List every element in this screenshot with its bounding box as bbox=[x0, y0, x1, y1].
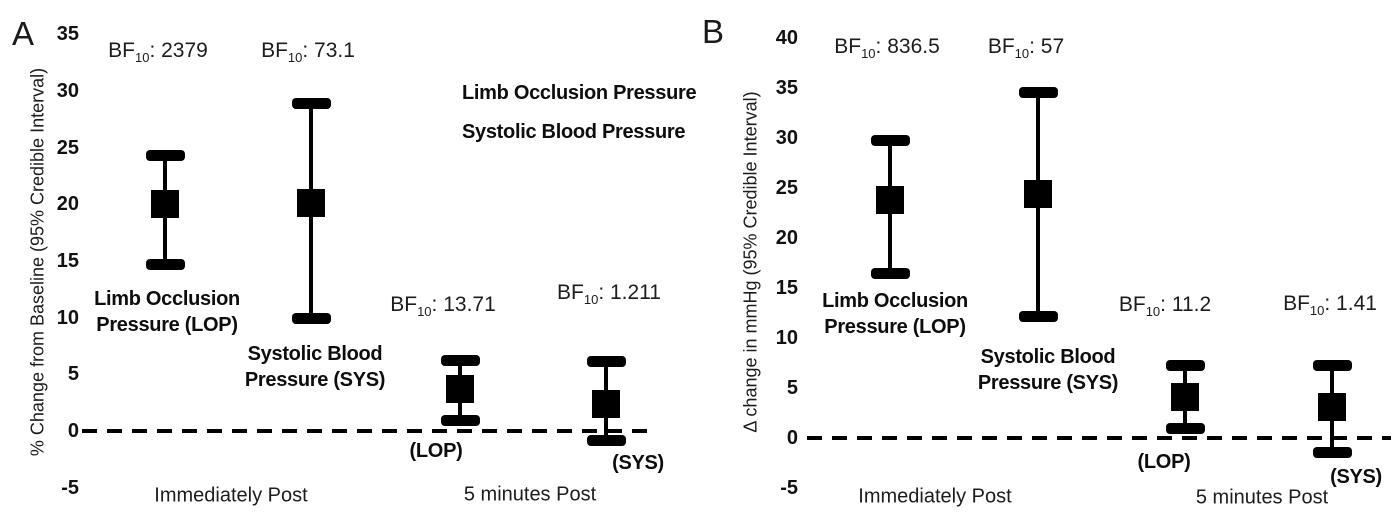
bf10-label: BF10: 1.41 bbox=[1283, 291, 1377, 319]
y-tick-label: 20 bbox=[56, 193, 79, 216]
bf10-label: BF10: 13.71 bbox=[390, 292, 496, 320]
y-tick-label: 30 bbox=[56, 79, 79, 102]
bf10-subscript: 10 bbox=[287, 50, 303, 66]
series-point-label-line: Pressure (LOP) bbox=[824, 316, 966, 338]
y-tick-label: 35 bbox=[775, 77, 798, 99]
series-point-label-line: (LOP) bbox=[1137, 451, 1191, 473]
y-tick-label: 15 bbox=[775, 277, 798, 299]
ci-lower-cap bbox=[1312, 446, 1352, 458]
y-tick-label: 10 bbox=[56, 306, 79, 329]
mean-square-marker bbox=[1171, 383, 1199, 411]
mean-square-marker bbox=[297, 189, 325, 218]
panel-b-letter: B bbox=[702, 13, 725, 50]
bf10-subscript: 10 bbox=[583, 292, 599, 308]
bf10-label: BF10: 57 bbox=[987, 34, 1065, 62]
ci-upper-cap bbox=[1312, 359, 1352, 371]
ci-lower-cap bbox=[1018, 310, 1058, 322]
series-point-label-line: Limb Occlusion bbox=[94, 288, 240, 310]
y-tick-label: 30 bbox=[775, 127, 798, 149]
bf10-subscript: 10 bbox=[1014, 46, 1030, 62]
ci-lower-cap bbox=[145, 258, 185, 270]
bf10-subscript: 10 bbox=[417, 304, 432, 320]
series-point-label-line: Pressure (SYS) bbox=[244, 369, 386, 391]
ci-upper-cap bbox=[586, 356, 626, 368]
ci-upper-cap bbox=[440, 355, 480, 367]
y-tick-label: 25 bbox=[56, 136, 79, 159]
zero-reference-line bbox=[807, 436, 1391, 440]
mean-square-marker bbox=[446, 375, 474, 404]
bf10-label: BF10: 2379 bbox=[108, 38, 208, 66]
bf10-subscript: 10 bbox=[1145, 304, 1161, 320]
series-point-label: Systolic Blood Pressure (SYS) bbox=[244, 341, 386, 393]
series-point-label: (LOP) bbox=[410, 438, 463, 464]
mean-square-marker bbox=[592, 389, 620, 418]
bf10-label: BF10: 836.5 bbox=[834, 34, 940, 62]
mean-square-marker bbox=[151, 190, 179, 219]
y-tick-label: 20 bbox=[775, 227, 798, 249]
mean-square-marker bbox=[1024, 180, 1052, 208]
y-tick-label: -5 bbox=[61, 476, 79, 499]
legend-block: Limb Occlusion Pressure Systolic Blood Pr… bbox=[462, 74, 697, 152]
ci-lower-cap bbox=[586, 434, 626, 446]
series-point-label-line: Limb Occlusion bbox=[822, 290, 968, 312]
y-tick-label: 25 bbox=[775, 177, 798, 199]
y-tick-label: 40 bbox=[775, 27, 798, 49]
ci-lower-cap bbox=[1165, 422, 1205, 434]
series-point-label: (SYS) bbox=[1330, 464, 1382, 490]
series-point-label: (SYS) bbox=[612, 450, 664, 476]
ci-upper-cap bbox=[145, 149, 185, 161]
bf10-subscript: 10 bbox=[134, 50, 150, 66]
y-tick-label: 0 bbox=[67, 420, 79, 442]
legend-line: Systolic Blood Pressure bbox=[462, 121, 686, 143]
series-point-label-line: Systolic Blood bbox=[980, 346, 1116, 368]
series-point-label-line: Pressure (LOP) bbox=[96, 314, 238, 336]
bf10-subscript: 10 bbox=[1309, 303, 1325, 319]
y-tick-label: 10 bbox=[775, 327, 798, 349]
y-tick-label: 5 bbox=[67, 363, 79, 386]
y-tick-label: -5 bbox=[780, 477, 798, 499]
panel-a-letter: A bbox=[12, 15, 35, 52]
series-point-label: Limb Occlusion Pressure (LOP) bbox=[94, 286, 240, 338]
y-tick-label: 15 bbox=[56, 249, 79, 272]
bf10-label: BF10: 11.2 bbox=[1118, 292, 1212, 320]
x-category-label: Immediately Post bbox=[154, 484, 308, 507]
series-point-label-line: (SYS) bbox=[1330, 466, 1382, 488]
bf10-label: BF10: 1.211 bbox=[557, 280, 661, 308]
mean-square-marker bbox=[876, 186, 904, 214]
legend-line: Limb Occlusion Pressure bbox=[462, 82, 697, 104]
ci-lower-cap bbox=[291, 313, 331, 325]
ci-upper-cap bbox=[1165, 359, 1205, 371]
series-point-label: (LOP) bbox=[1138, 449, 1191, 475]
x-category-label: 5 minutes Post bbox=[463, 483, 597, 506]
series-point-label-line: Systolic Blood bbox=[247, 343, 383, 365]
ci-lower-cap bbox=[870, 267, 910, 279]
ci-upper-cap bbox=[1018, 86, 1058, 98]
bf10-label: BF10: 73.1 bbox=[261, 38, 355, 66]
x-category-label: 5 minutes Post bbox=[1195, 486, 1329, 509]
ci-lower-cap bbox=[440, 415, 480, 427]
ci-upper-cap bbox=[870, 134, 910, 146]
series-point-label: Limb Occlusion Pressure (LOP) bbox=[822, 288, 968, 340]
series-point-label-line: Pressure (SYS) bbox=[977, 372, 1119, 394]
y-tick-label: 35 bbox=[56, 23, 79, 46]
bf10-subscript: 10 bbox=[861, 46, 876, 62]
ci-upper-cap bbox=[291, 97, 331, 109]
zero-reference-line bbox=[82, 429, 655, 433]
y-tick-label: 0 bbox=[786, 427, 798, 449]
y-tick-label: 5 bbox=[786, 377, 798, 399]
series-point-label: Systolic Blood Pressure (SYS) bbox=[977, 344, 1119, 396]
series-point-label-line: (LOP) bbox=[409, 440, 463, 462]
mean-square-marker bbox=[1318, 393, 1346, 421]
x-category-label: Immediately Post bbox=[858, 485, 1012, 508]
series-point-label-line: (SYS) bbox=[612, 452, 664, 474]
